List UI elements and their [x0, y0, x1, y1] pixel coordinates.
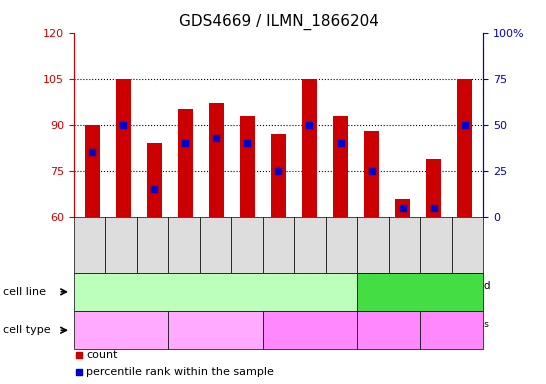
Title: GDS4669 / ILMN_1866204: GDS4669 / ILMN_1866204 — [179, 14, 378, 30]
Bar — [116, 79, 131, 217]
Point — [212, 135, 221, 141]
Text: embryonic stem cell H9: embryonic stem cell H9 — [153, 287, 277, 297]
Bar — [177, 109, 193, 217]
Point — [150, 186, 159, 192]
Bar — [333, 116, 348, 217]
Text: derived astrocytes: derived astrocytes — [173, 326, 258, 335]
Point — [75, 369, 84, 376]
Text: cell line: cell line — [3, 287, 46, 297]
Bar — [85, 125, 100, 217]
Bar — [240, 116, 255, 217]
Point — [367, 168, 376, 174]
Text: derived
astrocytes: derived astrocytes — [365, 320, 412, 340]
Bar — [147, 143, 162, 217]
Point — [181, 140, 190, 146]
Point — [75, 352, 84, 358]
Point — [336, 140, 345, 146]
Bar — [457, 79, 472, 217]
Point — [398, 205, 407, 211]
Bar — [302, 79, 317, 217]
Text: undifferentiated: undifferentiated — [84, 326, 158, 335]
Text: percentile rank within the sample: percentile rank within the sample — [86, 367, 274, 377]
Bar — [271, 134, 286, 217]
Bar — [395, 199, 410, 217]
Text: derived neurons
CD44- EGFR-: derived neurons CD44- EGFR- — [415, 320, 489, 340]
Point — [305, 122, 314, 128]
Point — [429, 205, 438, 211]
Text: UNC-93B-deficient-induced
pluripotent stem: UNC-93B-deficient-induced pluripotent st… — [349, 281, 491, 303]
Text: derived neurons CD44-
EGFR-: derived neurons CD44- EGFR- — [258, 320, 362, 340]
Bar — [364, 131, 379, 217]
Point — [119, 122, 128, 128]
Point — [460, 122, 469, 128]
Point — [88, 149, 97, 156]
Point — [243, 140, 252, 146]
Point — [274, 168, 283, 174]
Text: count: count — [86, 350, 118, 360]
Bar — [209, 103, 224, 217]
Bar — [426, 159, 441, 217]
Text: cell type: cell type — [3, 325, 50, 335]
